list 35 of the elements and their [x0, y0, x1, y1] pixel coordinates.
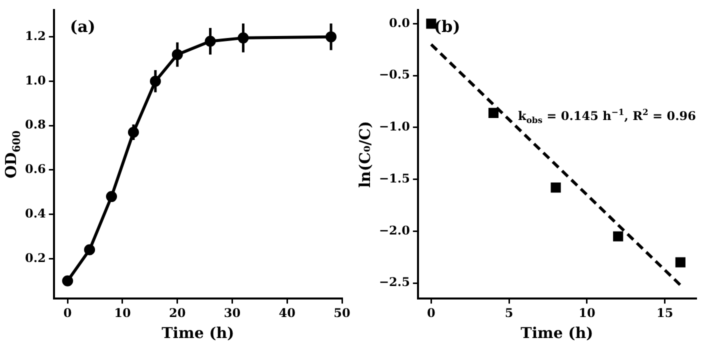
y-tick-label: −1.0 — [378, 120, 410, 134]
point — [62, 275, 74, 286]
y-tick-label: −2.5 — [378, 275, 410, 290]
y-tick-label: 0.8 — [24, 118, 46, 132]
x-tick-label: 0 — [63, 306, 72, 320]
y-tick-label: −2.0 — [378, 223, 410, 238]
y-tick-label: 0.0 — [389, 16, 410, 30]
x-tick-label: 30 — [224, 306, 241, 320]
x-axis-title: Time (h) — [162, 324, 234, 342]
x-axis-title: Time (h) — [520, 324, 594, 342]
x-tick-label: 40 — [278, 306, 296, 320]
point — [675, 257, 686, 268]
y-tick-label: 0.4 — [24, 206, 46, 220]
x-tick-label: 50 — [334, 306, 350, 320]
y-tick-label: −1.5 — [378, 171, 410, 186]
y-axis-title: ln(C₀/C) — [356, 121, 374, 188]
point — [84, 244, 96, 256]
x-tick-label: 0 — [426, 306, 436, 320]
text: (b) — [434, 17, 460, 36]
x-tick-label: 10 — [114, 306, 131, 320]
point — [550, 182, 561, 193]
text: (a) — [70, 17, 96, 36]
y-axis-title: OD600 — [2, 130, 23, 178]
y-tick-label: 0.2 — [24, 250, 46, 265]
point — [426, 18, 436, 29]
x-tick-label: 10 — [578, 306, 596, 320]
x-tick-label: 20 — [169, 306, 186, 320]
x-tick-label: 15 — [656, 306, 674, 320]
point — [488, 108, 499, 118]
x-tick-label: 5 — [504, 306, 514, 320]
y-tick-label: 1.0 — [24, 73, 46, 88]
point — [613, 231, 624, 242]
y-tick-label: −0.5 — [378, 68, 410, 82]
y-tick-label: 1.2 — [24, 28, 46, 43]
y-tick-label: 0.6 — [24, 162, 46, 176]
